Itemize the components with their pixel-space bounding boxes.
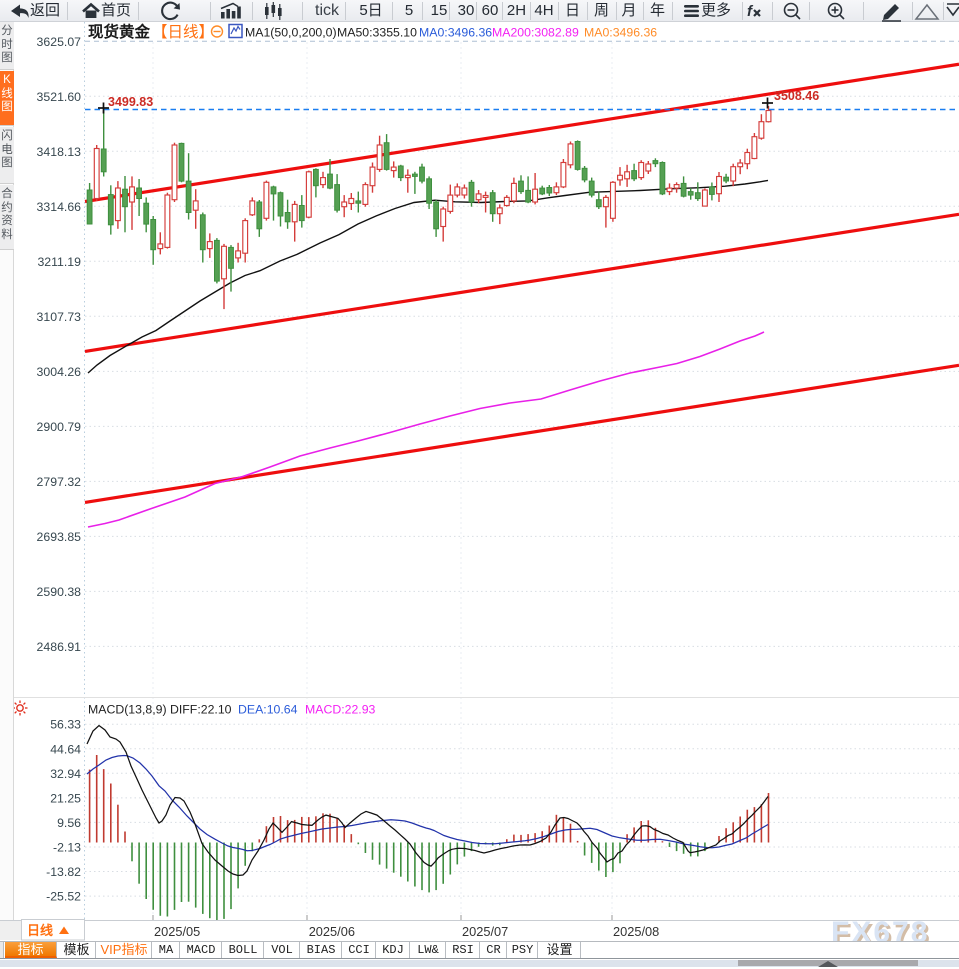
svg-text:2025/08: 2025/08 xyxy=(613,924,659,939)
svg-text:MA200:3082.89: MA200:3082.89 xyxy=(492,26,579,40)
svg-text:2900.79: 2900.79 xyxy=(37,420,82,434)
svg-text:日线: 日线 xyxy=(27,923,53,938)
svg-text:-25.52: -25.52 xyxy=(46,890,81,904)
svg-text:3499.83: 3499.83 xyxy=(108,95,153,109)
svg-text:3314.66: 3314.66 xyxy=(37,200,82,214)
svg-text:-2.13: -2.13 xyxy=(53,841,81,855)
svg-text:f: f xyxy=(747,3,754,20)
svg-text:2797.32: 2797.32 xyxy=(37,475,82,489)
svg-text:32.94: 32.94 xyxy=(50,767,81,781)
svg-text:MA0:3496.36: MA0:3496.36 xyxy=(584,26,657,40)
svg-text:2486.91: 2486.91 xyxy=(37,640,82,654)
svg-text:9.56: 9.56 xyxy=(57,816,81,830)
svg-text:MA50:3355.10: MA50:3355.10 xyxy=(337,26,417,40)
svg-text:MACD:22.93: MACD:22.93 xyxy=(305,703,376,717)
svg-text:3418.13: 3418.13 xyxy=(37,145,82,159)
svg-text:2025/06: 2025/06 xyxy=(309,924,355,939)
svg-text:DEA:10.64: DEA:10.64 xyxy=(238,703,298,717)
svg-text:3521.60: 3521.60 xyxy=(37,90,82,104)
svg-text:现货黄金: 现货黄金 xyxy=(88,22,151,41)
svg-text:3004.26: 3004.26 xyxy=(37,365,82,379)
svg-text:21.25: 21.25 xyxy=(50,791,81,805)
svg-text:【日线】: 【日线】 xyxy=(152,23,214,41)
svg-text:2025/07: 2025/07 xyxy=(462,924,508,939)
svg-text:44.64: 44.64 xyxy=(50,742,81,756)
svg-text:3625.07: 3625.07 xyxy=(37,35,82,49)
svg-text:56.33: 56.33 xyxy=(50,718,81,732)
svg-text:2693.85: 2693.85 xyxy=(37,530,82,544)
svg-text:MA0:3496.36: MA0:3496.36 xyxy=(419,26,492,40)
svg-text:2590.38: 2590.38 xyxy=(37,585,82,599)
svg-text:2025/05: 2025/05 xyxy=(154,924,200,939)
svg-text:3211.19: 3211.19 xyxy=(37,255,81,269)
svg-text:3107.73: 3107.73 xyxy=(37,310,82,324)
svg-text:3508.46: 3508.46 xyxy=(774,89,819,103)
svg-text:MA1(50,0,200,0): MA1(50,0,200,0) xyxy=(245,26,337,40)
svg-text:-13.82: -13.82 xyxy=(46,865,81,879)
svg-text:MACD(13,8,9) DIFF:22.10: MACD(13,8,9) DIFF:22.10 xyxy=(88,703,232,717)
